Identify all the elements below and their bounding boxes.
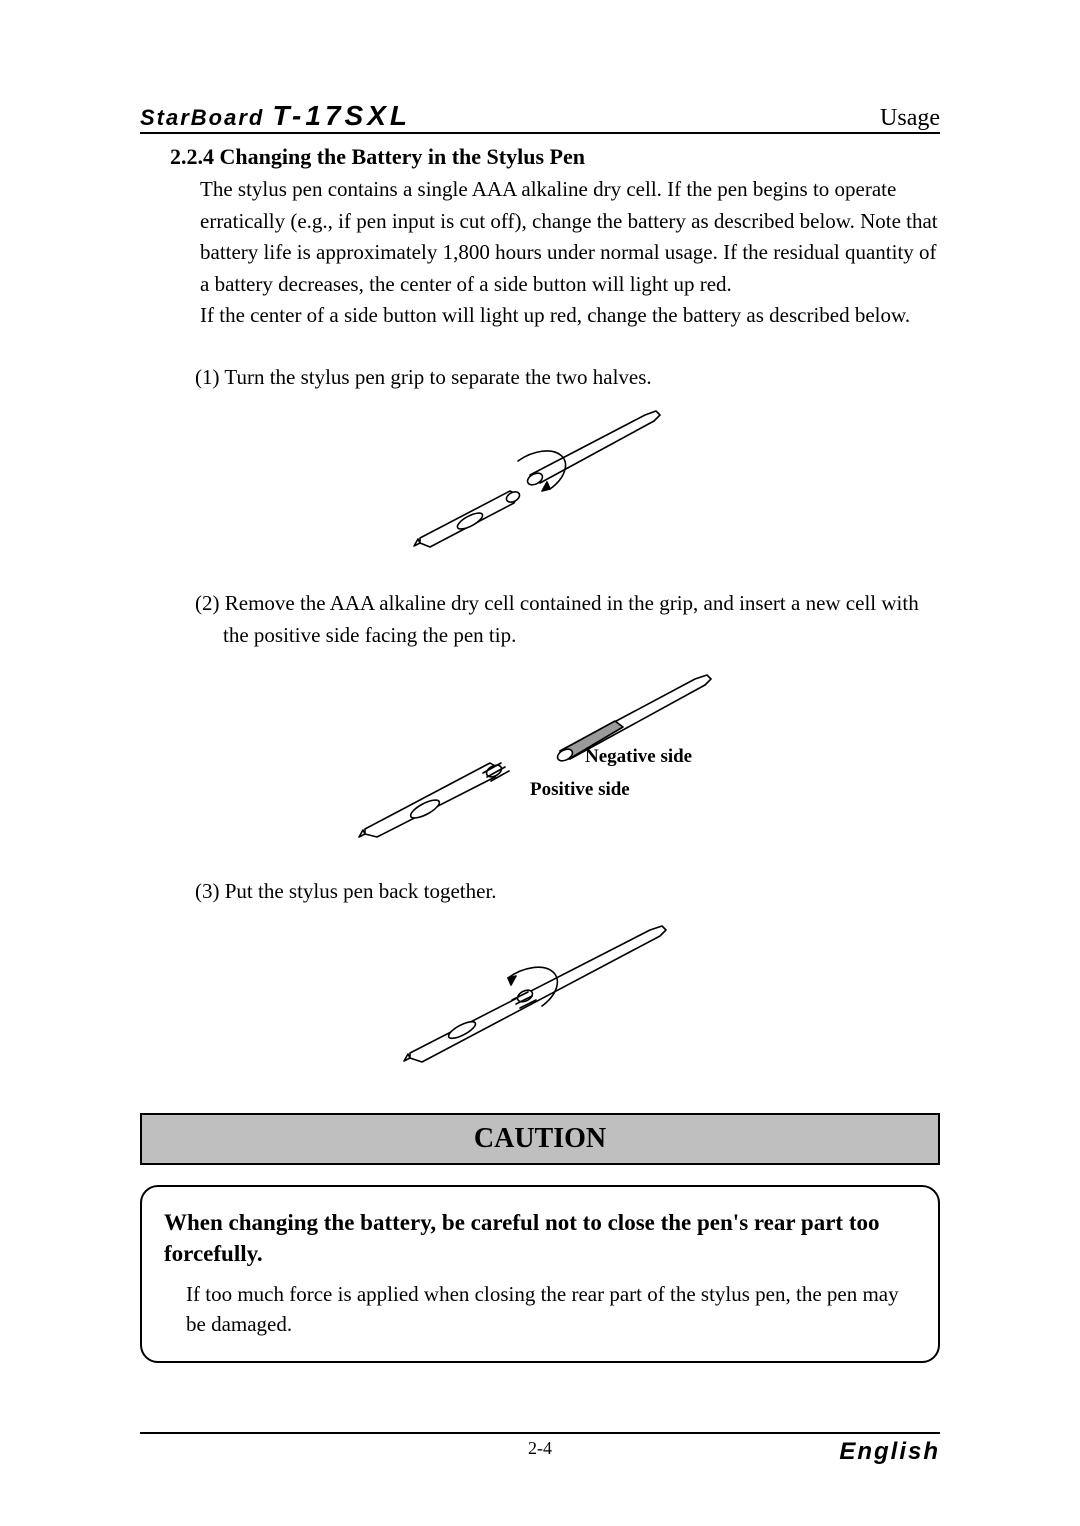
page: StarBoard T-17SXL Usage 2.2.4 Changing t… [0,0,1080,1526]
step-2: (2) Remove the AAA alkaline dry cell con… [195,588,940,651]
caution-body-box: When changing the battery, be careful no… [140,1185,940,1364]
label-positive-side: Positive side [530,779,630,801]
page-header: StarBoard T-17SXL Usage [140,100,940,134]
section-number: 2.2.4 [170,144,214,169]
section-heading: Changing the Battery in the Stylus Pen [220,144,585,169]
caution-title: CAUTION [474,1123,606,1154]
step-2-line2: the positive side facing the pen tip. [223,620,940,652]
label-negative-side: Negative side [585,746,692,768]
section-title: 2.2.4 Changing the Battery in the Stylus… [170,144,940,170]
header-section: Usage [880,105,940,132]
intro-paragraph-1: The stylus pen contains a single AAA alk… [200,174,940,300]
caution-title-box: CAUTION [140,1113,940,1165]
step-2-line1: (2) Remove the AAA alkaline dry cell con… [195,591,919,615]
page-footer: 2-4 English [140,1412,940,1466]
step-1: (1) Turn the stylus pen grip to separate… [195,362,940,394]
caution-subtext: If too much force is applied when closin… [186,1279,916,1340]
illustration-insert-battery: Negative side Positive side [140,661,940,846]
caution-headline: When changing the battery, be careful no… [164,1207,916,1269]
header-left: StarBoard T-17SXL [140,100,411,132]
illustration-reassemble-pen [140,918,940,1073]
page-number: 2-4 [260,1438,820,1459]
brand-text: StarBoard [140,105,264,130]
step-3: (3) Put the stylus pen back together. [195,876,940,908]
intro-paragraph-2: If the center of a side button will ligh… [200,300,940,332]
footer-language: English [820,1438,940,1466]
illustration-separate-pen [140,403,940,558]
model-text: T-17SXL [272,100,410,131]
